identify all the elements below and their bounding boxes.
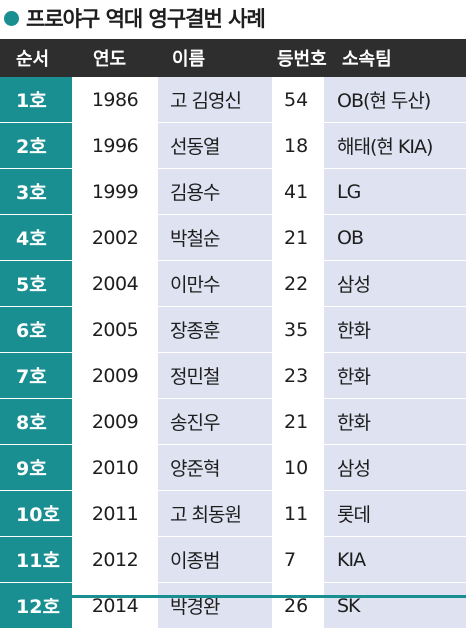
- cell-team: 삼성: [324, 445, 466, 490]
- row-divider: [0, 214, 466, 215]
- cell-name: 김용수: [158, 169, 272, 214]
- cell-year: 2009: [72, 399, 158, 444]
- cell-team: KIA: [324, 537, 466, 582]
- cell-number: 26: [272, 583, 324, 628]
- cell-year: 2009: [72, 353, 158, 398]
- cell-order: 12호: [0, 583, 72, 628]
- cell-name: 선동열: [158, 123, 272, 168]
- cell-order: 6호: [0, 307, 72, 352]
- cell-order: 10호: [0, 491, 72, 536]
- row-divider: [0, 582, 466, 583]
- cell-number: 21: [272, 215, 324, 260]
- header-year: 연도: [93, 49, 127, 70]
- cell-year: 1986: [72, 77, 158, 122]
- cell-year: 1999: [72, 169, 158, 214]
- cell-year: 2012: [72, 537, 158, 582]
- table-row: 4호 2002 박철순 21 OB: [0, 215, 466, 261]
- cell-number: 21: [272, 399, 324, 444]
- cell-order: 8호: [0, 399, 72, 444]
- header-number: 등번호: [277, 49, 327, 70]
- cell-name: 정민철: [158, 353, 272, 398]
- cell-number: 11: [272, 491, 324, 536]
- cell-name: 이종범: [158, 537, 272, 582]
- header-order: 순서: [16, 49, 50, 70]
- cell-number: 54: [272, 77, 324, 122]
- cell-team: 해태(현 KIA): [324, 123, 466, 168]
- cell-number: 41: [272, 169, 324, 214]
- header-name: 이름: [172, 49, 206, 70]
- page-title: 프로야구 역대 영구결번 사례: [26, 7, 266, 31]
- cell-order: 7호: [0, 353, 72, 398]
- cell-team: SK: [324, 583, 466, 628]
- row-divider: [0, 168, 466, 169]
- cell-team: LG: [324, 169, 466, 214]
- cell-name: 고 최동원: [158, 491, 272, 536]
- cell-number: 35: [272, 307, 324, 352]
- row-divider: [0, 122, 466, 123]
- row-divider: [0, 352, 466, 353]
- cell-name: 송진우: [158, 399, 272, 444]
- table-row: 10호 2011 고 최동원 11 롯데: [0, 491, 466, 537]
- row-divider: [0, 260, 466, 261]
- cell-year: 2005: [72, 307, 158, 352]
- cell-number: 7: [272, 537, 324, 582]
- cell-name: 양준혁: [158, 445, 272, 490]
- cell-number: 18: [272, 123, 324, 168]
- cell-year: 2002: [72, 215, 158, 260]
- cell-team: 롯데: [324, 491, 466, 536]
- cell-name: 이만수: [158, 261, 272, 306]
- table-row: 12호 2014 박경완 26 SK: [0, 583, 466, 629]
- table-row: 7호 2009 정민철 23 한화: [0, 353, 466, 399]
- cell-order: 2호: [0, 123, 72, 168]
- cell-year: 2011: [72, 491, 158, 536]
- cell-name: 고 김영신: [158, 77, 272, 122]
- cell-order: 9호: [0, 445, 72, 490]
- cell-name: 장종훈: [158, 307, 272, 352]
- cell-team: 한화: [324, 399, 466, 444]
- table-row: 5호 2004 이만수 22 삼성: [0, 261, 466, 307]
- cell-order: 4호: [0, 215, 72, 260]
- table-header: 순서 연도 이름 등번호 소속팀: [0, 39, 466, 77]
- cell-team: 한화: [324, 307, 466, 352]
- cell-name: 박철순: [158, 215, 272, 260]
- cell-number: 22: [272, 261, 324, 306]
- cell-order: 11호: [0, 537, 72, 582]
- cell-name: 박경완: [158, 583, 272, 628]
- cell-year: 2014: [72, 583, 158, 628]
- cell-number: 10: [272, 445, 324, 490]
- table-row: 11호 2012 이종범 7 KIA: [0, 537, 466, 583]
- cell-order: 5호: [0, 261, 72, 306]
- table-row: 3호 1999 김용수 41 LG: [0, 169, 466, 215]
- cell-team: OB(현 두산): [324, 77, 466, 122]
- table-row: 2호 1996 선동열 18 해태(현 KIA): [0, 123, 466, 169]
- table-row: 6호 2005 장종훈 35 한화: [0, 307, 466, 353]
- bottom-rule: [0, 595, 466, 598]
- row-divider: [0, 536, 466, 537]
- retired-numbers-table: 순서 연도 이름 등번호 소속팀 1호 1986 고 김영신 54 OB(현 두…: [0, 39, 466, 629]
- cell-year: 1996: [72, 123, 158, 168]
- cell-number: 23: [272, 353, 324, 398]
- cell-team: OB: [324, 215, 466, 260]
- cell-order: 3호: [0, 169, 72, 214]
- table-row: 9호 2010 양준혁 10 삼성: [0, 445, 466, 491]
- row-divider: [0, 306, 466, 307]
- header-team: 소속팀: [342, 49, 392, 70]
- bullet-icon: [4, 10, 19, 26]
- row-divider: [0, 444, 466, 445]
- row-divider: [0, 398, 466, 399]
- cell-team: 한화: [324, 353, 466, 398]
- table-row: 1호 1986 고 김영신 54 OB(현 두산): [0, 77, 466, 123]
- table-row: 8호 2009 송진우 21 한화: [0, 399, 466, 445]
- title-bar: 프로야구 역대 영구결번 사례: [0, 0, 466, 36]
- cell-year: 2010: [72, 445, 158, 490]
- cell-order: 1호: [0, 77, 72, 122]
- cell-team: 삼성: [324, 261, 466, 306]
- cell-year: 2004: [72, 261, 158, 306]
- row-divider: [0, 490, 466, 491]
